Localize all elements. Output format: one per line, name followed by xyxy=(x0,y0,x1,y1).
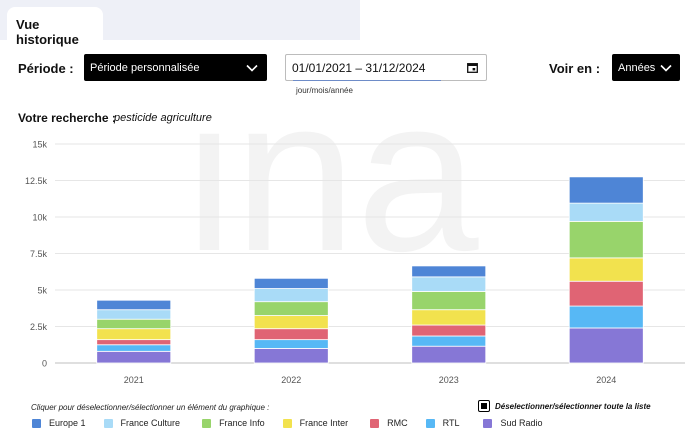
x-tick-label: 2024 xyxy=(596,375,616,385)
legend-swatch xyxy=(32,418,41,428)
bar-segment[interactable] xyxy=(411,265,487,278)
legend-swatch xyxy=(282,418,292,428)
y-tick-label: 7.5k xyxy=(30,249,48,259)
y-axis: 0 2.5k 5k 7.5k 10k 12.5k 15k xyxy=(25,140,48,369)
legend-swatch xyxy=(425,418,435,428)
bar-segment[interactable] xyxy=(96,350,172,364)
tab-vue-historique[interactable]: Vue historique xyxy=(7,7,103,47)
legend-item[interactable]: RMC xyxy=(370,418,408,428)
periode-select[interactable]: Période personnalisée xyxy=(84,54,267,81)
deselect-all-toggle[interactable]: Déselectionner/sélectionner toute la lis… xyxy=(478,400,651,412)
periode-select-value: Période personnalisée xyxy=(90,61,200,74)
x-tick-label: 2021 xyxy=(124,375,144,385)
bar-segment[interactable] xyxy=(96,299,172,311)
date-format-hint: jour/mois/année xyxy=(296,86,353,95)
bar-segment[interactable] xyxy=(568,257,644,282)
bar-segment[interactable] xyxy=(96,339,172,346)
checkbox-icon xyxy=(478,400,490,412)
search-label: Votre recherche : xyxy=(18,111,116,125)
y-tick-label: 10k xyxy=(32,213,47,223)
bar-segment[interactable] xyxy=(96,344,172,352)
date-range-input[interactable]: 01/01/2021 – 31/12/2024 xyxy=(285,54,487,81)
legend-swatch xyxy=(483,418,493,428)
date-input-underline xyxy=(293,80,441,81)
bar-segment[interactable] xyxy=(411,276,487,292)
legend-item[interactable]: Europe 1 xyxy=(32,418,86,428)
voir-en-select-value: Années xyxy=(618,61,656,74)
x-axis: 2021 2022 2023 2024 xyxy=(124,375,617,385)
legend-label: France Inter xyxy=(299,418,349,428)
bar-segment[interactable] xyxy=(96,318,172,330)
legend-label: Europe 1 xyxy=(49,418,86,428)
date-range-value: 01/01/2021 – 31/12/2024 xyxy=(292,60,426,75)
bar-segment[interactable] xyxy=(568,202,644,222)
x-tick-label: 2022 xyxy=(281,375,301,385)
legend-swatch xyxy=(103,418,113,428)
legend-item[interactable]: France Culture xyxy=(103,418,181,428)
bar-segment[interactable] xyxy=(411,345,487,364)
legend-swatch xyxy=(202,418,212,428)
bar-segment[interactable] xyxy=(253,347,329,364)
bar-segment[interactable] xyxy=(96,309,172,320)
bar-segment[interactable] xyxy=(253,315,329,330)
legend-label: France Culture xyxy=(120,418,181,428)
legend-label: RMC xyxy=(387,418,408,428)
bar-segment[interactable] xyxy=(253,301,329,316)
bar-segment[interactable] xyxy=(253,277,329,289)
y-tick-label: 0 xyxy=(42,359,47,369)
bar-segment[interactable] xyxy=(411,291,487,311)
y-tick-label: 12.5k xyxy=(25,176,48,186)
periode-label: Période : xyxy=(18,61,74,76)
x-tick-label: 2023 xyxy=(439,375,459,385)
voir-en-select[interactable]: Années xyxy=(612,54,680,81)
bar-segment[interactable] xyxy=(411,309,487,326)
y-tick-label: 15k xyxy=(32,140,47,150)
legend-label: RTL xyxy=(442,418,460,428)
legend-item[interactable]: RTL xyxy=(425,418,460,428)
bar-segment[interactable] xyxy=(568,176,644,204)
legend-label: France Info xyxy=(219,418,265,428)
legend-label: Sud Radio xyxy=(500,418,543,428)
bar-segment[interactable] xyxy=(411,335,487,347)
bar-segment[interactable] xyxy=(96,328,172,341)
chart-bars xyxy=(96,176,644,364)
calendar-icon[interactable] xyxy=(467,62,478,73)
bar-segment[interactable] xyxy=(568,327,644,364)
bar-segment[interactable] xyxy=(253,328,329,341)
bar-segment[interactable] xyxy=(253,288,329,303)
bar-segment[interactable] xyxy=(568,220,644,259)
legend-item[interactable]: France Inter xyxy=(282,418,349,428)
chart-legend: Europe 1 France Culture France Info France … xyxy=(32,418,543,428)
chevron-down-icon xyxy=(246,64,258,72)
legend-item[interactable]: France Info xyxy=(202,418,265,428)
bar-segment[interactable] xyxy=(568,305,644,329)
y-tick-label: 5k xyxy=(37,286,47,296)
bar-segment[interactable] xyxy=(411,324,487,337)
deselect-all-label: Déselectionner/sélectionner toute la lis… xyxy=(495,401,651,411)
bar-segment[interactable] xyxy=(568,280,644,307)
legend-swatch xyxy=(370,418,380,428)
chevron-down-icon xyxy=(660,64,672,72)
legend-item[interactable]: Sud Radio xyxy=(483,418,543,428)
y-tick-label: 2.5k xyxy=(30,322,48,332)
legend-hint: Cliquer pour déselectionner/sélectionner… xyxy=(31,403,270,412)
search-query: pesticide agriculture xyxy=(114,112,212,124)
voir-en-label: Voir en : xyxy=(549,61,601,76)
bar-segment[interactable] xyxy=(253,339,329,349)
